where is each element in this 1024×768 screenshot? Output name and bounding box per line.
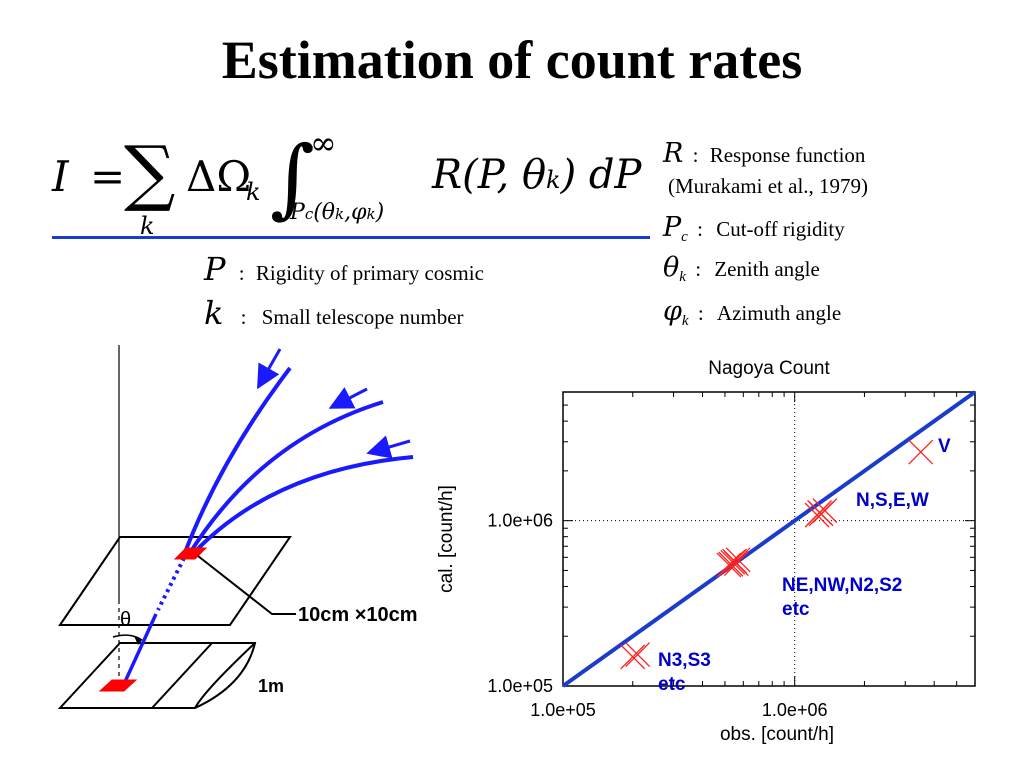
marker-stroke xyxy=(716,552,742,578)
upper-detector-element xyxy=(173,547,208,560)
cosmic-ray-track-3 xyxy=(188,455,414,559)
marker-stroke xyxy=(812,498,838,524)
def-k: k : Small telescope number xyxy=(204,294,464,332)
x-tick-label: 1.0e+05 xyxy=(530,700,596,720)
def-R: R : Response function xyxy=(663,138,866,169)
depth-label: 1m xyxy=(258,676,284,696)
series-label: N3,S3 xyxy=(658,650,711,671)
data-point xyxy=(718,551,744,577)
count-rate-formula: I = ∑ k ΔΩ k ∫ ∞ Pc(θk,φk) R(P, θk) dP xyxy=(52,124,642,240)
series-label: etc xyxy=(782,599,810,620)
integral-lower-limit: Pc(θk,φk) xyxy=(290,200,385,225)
def-R-ref: (Murakami et al., 1979) xyxy=(668,174,869,198)
cosmic-ray-track-1 xyxy=(182,366,292,556)
series-label: V xyxy=(938,436,951,457)
series-label: etc xyxy=(658,674,686,695)
nagoya-count-chart: V N,S,E,W NE,NW,N2,S2 etc N3,S3 etc 1.0e+05 1.0… xyxy=(436,358,977,745)
data-point xyxy=(620,644,646,670)
lower-detector-box xyxy=(57,642,215,709)
page-title: Estimation of count rates xyxy=(221,30,803,90)
integral-symbol: ∫ xyxy=(270,128,315,228)
detector-size-label: 10cm ×10cm xyxy=(298,604,418,626)
y-tick-label: 1.0e+05 xyxy=(487,676,553,696)
x-axis-label: obs. [count/h] xyxy=(720,724,834,745)
theta-arc xyxy=(112,634,143,641)
formula-lhs: I xyxy=(52,152,69,201)
marker-stroke xyxy=(723,551,749,577)
series-label: N,S,E,W xyxy=(856,490,929,511)
series-label: NE,NW,N2,S2 xyxy=(782,575,902,596)
integrand: R(P, θk) dP xyxy=(432,152,642,198)
def-theta: θk : Zenith angle xyxy=(663,252,820,286)
formula-underline xyxy=(52,236,650,239)
def-Pc: Pc : Cut-off rigidity xyxy=(663,212,845,246)
data-point xyxy=(625,642,651,667)
data-point xyxy=(716,552,742,578)
def-phi: φk : Azimuth angle xyxy=(663,296,842,330)
incoming-arrow-3 xyxy=(366,435,411,459)
integral-upper-limit: ∞ xyxy=(310,124,337,162)
marker-stroke xyxy=(807,500,833,525)
marker-stroke xyxy=(718,551,744,577)
size-leader-line xyxy=(197,555,296,615)
delta-omega: ΔΩ xyxy=(186,152,252,201)
y-tick-label: 1.0e+06 xyxy=(487,511,553,531)
data-point xyxy=(723,551,749,577)
sum-index: k xyxy=(140,212,155,240)
marker-stroke xyxy=(620,644,646,670)
def-P: P : Rigidity of primary cosmic xyxy=(204,250,484,288)
marker-stroke xyxy=(725,547,751,573)
y-axis-label: cal. [count/h] xyxy=(436,485,457,593)
through-track-lower xyxy=(122,613,158,685)
sum-symbol: ∑ xyxy=(124,130,176,214)
incoming-arrow-1 xyxy=(257,348,282,390)
data-point xyxy=(908,439,934,465)
data-point xyxy=(725,547,751,573)
cosmic-ray-track-2 xyxy=(186,400,384,558)
chart-title: Nagoya Count xyxy=(708,358,830,379)
theta-label: θ xyxy=(120,609,131,631)
marker-stroke xyxy=(625,642,651,667)
lower-detector-element xyxy=(98,679,138,692)
data-point xyxy=(812,498,838,524)
plot-frame xyxy=(562,391,976,687)
marker-stroke xyxy=(908,439,934,465)
upper-detector-plate xyxy=(58,536,292,626)
through-track-dotted xyxy=(156,557,186,611)
x-tick-label: 1.0e+06 xyxy=(762,700,828,720)
data-point xyxy=(807,500,833,525)
telescope-diagram: θ 10cm ×10cm 1m xyxy=(57,345,418,709)
reference-line xyxy=(561,390,977,688)
incoming-arrow-2 xyxy=(328,387,368,409)
